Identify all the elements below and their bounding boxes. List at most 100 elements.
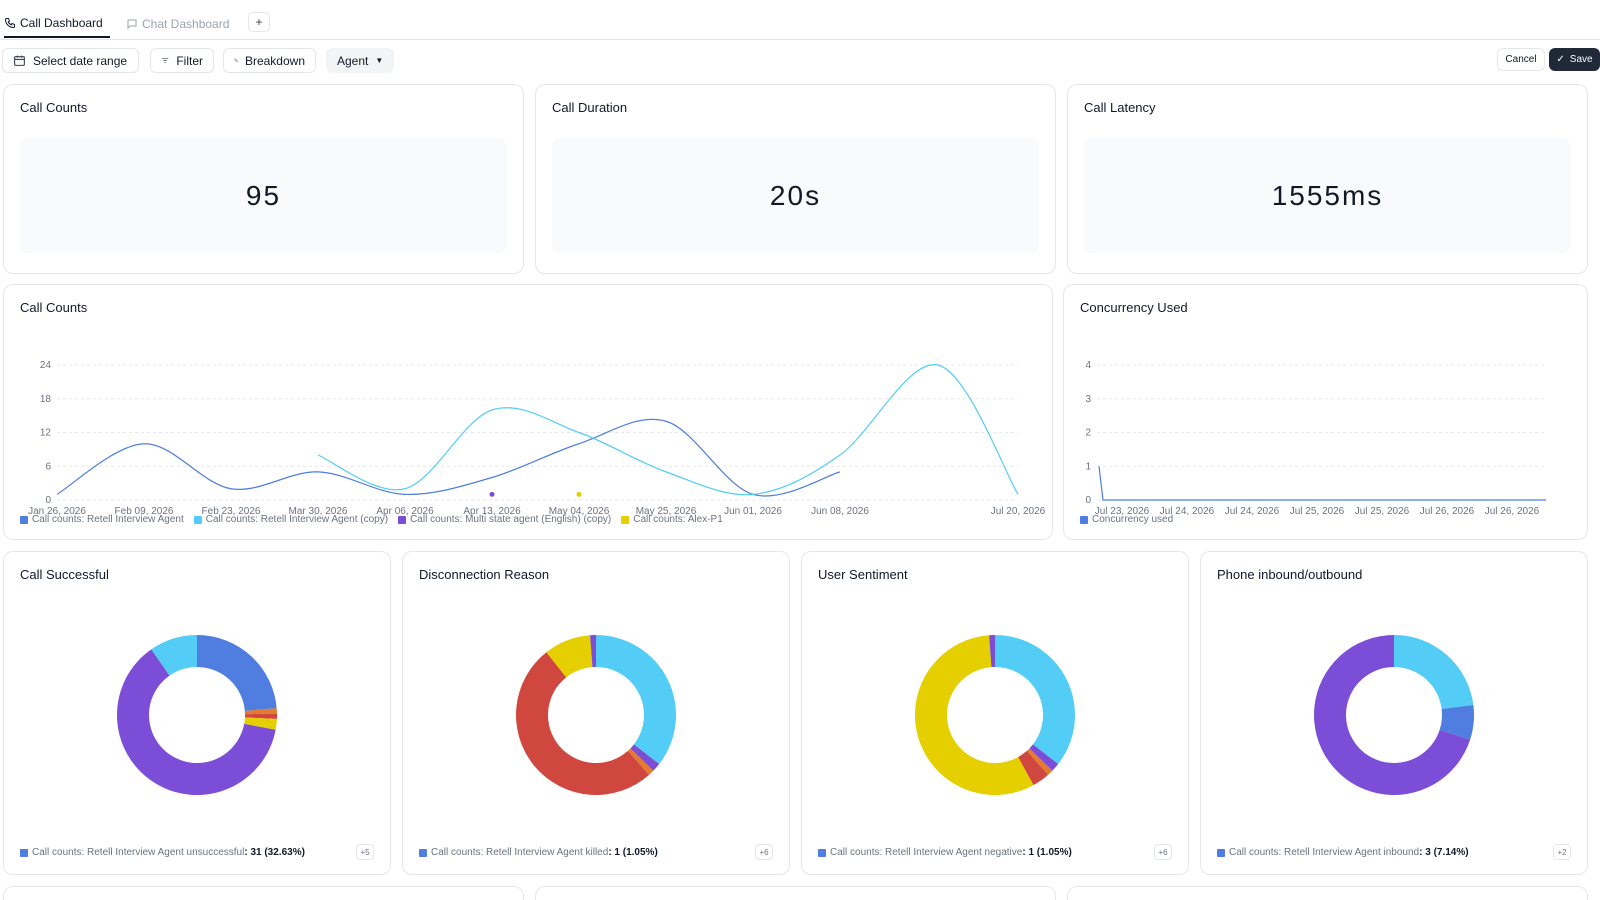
x-tick-label: Jul 25, 2026 (1355, 506, 1410, 517)
add-tab-button[interactable]: + (248, 12, 270, 32)
save-label: Save (1569, 54, 1593, 65)
call-successful-donut-chart (117, 635, 277, 795)
more-legend-button[interactable]: +6 (1154, 844, 1172, 860)
donut-legend: Call counts: Retell Interview Agent inbo… (1217, 844, 1571, 860)
metric-value: 1555ms (1084, 138, 1571, 253)
donut-card-user-sentiment: User Sentiment Call counts: Retell Inter… (801, 551, 1189, 875)
metric-value: 20s (552, 138, 1039, 253)
metric-card-call-duration: Call Duration 20s (535, 84, 1056, 274)
donut-slice (244, 713, 277, 720)
disconnection-reason-donut-chart (516, 635, 676, 795)
legend-label: Call counts: Multi state agent (English)… (410, 514, 612, 525)
x-tick-label: Mar 30, 2026 (289, 506, 348, 517)
x-tick-label: Jul 26, 2026 (1420, 506, 1475, 517)
next-row-card (3, 886, 524, 900)
chart-legend: Call counts: Retell Interview Agent Call… (20, 514, 723, 525)
card-title: Concurrency Used (1080, 300, 1188, 315)
legend-value: : 3 (7.14%) (1419, 847, 1469, 858)
series-line (1098, 466, 1546, 501)
phone-direction-donut-chart (1314, 635, 1474, 795)
tab-call-dashboard[interactable]: Call Dashboard (4, 12, 110, 38)
chat-icon (127, 19, 137, 30)
next-row-card (1067, 886, 1588, 900)
x-tick-label: Jul 25, 2026 (1290, 506, 1345, 517)
metric-card-call-counts: Call Counts 95 (3, 84, 524, 274)
donut-slice (546, 635, 593, 678)
y-tick-label: 3 (1085, 394, 1091, 405)
legend-swatch (398, 515, 407, 524)
x-tick-label: May 25, 2026 (636, 506, 697, 517)
donut-legend: Call counts: Retell Interview Agent kill… (419, 844, 773, 860)
x-tick-label: Jun 01, 2026 (724, 506, 782, 517)
user-sentiment-donut-chart (915, 635, 1075, 795)
donut-slice (627, 748, 654, 775)
phone-icon (4, 18, 15, 29)
donut-card-disconnection-reason: Disconnection Reason Call counts: Retell… (402, 551, 790, 875)
legend-item[interactable]: Call counts: Retell Interview Agent (cop… (193, 514, 389, 525)
card-title: Call Counts (20, 100, 88, 115)
y-tick-label: 0 (45, 495, 51, 506)
calendar-icon (14, 55, 25, 66)
legend-item[interactable]: Concurrency used (1080, 514, 1173, 525)
donut-slice (1029, 744, 1059, 771)
donut-slice (1018, 750, 1049, 786)
y-tick-label: 1 (1085, 461, 1091, 472)
donut-card-call-successful: Call Successful Call counts: Retell Inte… (3, 551, 391, 875)
legend-swatch (621, 515, 630, 524)
donut-slice (989, 635, 995, 668)
legend-label: Call counts: Retell Interview Agent nega… (830, 847, 1023, 858)
metric-card-call-latency: Call Latency 1555ms (1067, 84, 1588, 274)
breakdown-button[interactable]: Breakdown (223, 48, 316, 73)
y-tick-label: 18 (40, 394, 52, 405)
x-tick-label: Jul 26, 2026 (1485, 506, 1540, 517)
legend-label: Call counts: Alex-P1 (633, 514, 723, 525)
x-tick-label: Feb 09, 2026 (115, 506, 174, 517)
y-tick-label: 24 (40, 360, 52, 371)
legend-item[interactable]: Call counts: Multi state agent (English)… (398, 514, 611, 525)
agent-dropdown[interactable]: Agent ▼ (326, 48, 394, 73)
donut-slice (197, 635, 277, 711)
legend-swatch (20, 848, 28, 857)
tab-chat-dashboard[interactable]: Chat Dashboard (126, 12, 236, 38)
x-tick-label: Jul 23, 2026 (1095, 506, 1150, 517)
filter-icon (162, 58, 169, 63)
legend-label: Call counts: Retell Interview Agent (cop… (205, 514, 389, 525)
legend-item[interactable]: Call counts: Retell Interview Agent (20, 514, 184, 525)
legend-label: Call counts: Retell Interview Agent inbo… (1229, 847, 1420, 858)
donut-slice (244, 717, 277, 730)
donut-slice (244, 708, 277, 715)
filter-button[interactable]: Filter (150, 48, 214, 73)
donut-slice (516, 652, 650, 795)
more-legend-button[interactable]: +5 (356, 844, 374, 860)
check-icon: ✓ (1556, 54, 1565, 65)
agent-label: Agent (337, 53, 369, 68)
date-range-button[interactable]: Select date range (2, 48, 139, 73)
card-title: Call Duration (552, 100, 628, 115)
donut-legend: Call counts: Retell Interview Agent nega… (818, 844, 1172, 860)
legend-swatch (818, 848, 826, 857)
donut-slice (1394, 635, 1474, 709)
legend-label: Call counts: Retell Interview Agent unsu… (32, 847, 245, 858)
data-point (576, 491, 582, 497)
breakdown-icon (234, 58, 238, 63)
legend-item[interactable]: Call counts: Alex-P1 (621, 514, 723, 525)
x-tick-label: Feb 23, 2026 (202, 506, 261, 517)
donut-slice (1026, 748, 1053, 775)
save-button[interactable]: ✓ Save (1549, 48, 1600, 71)
more-legend-button[interactable]: +2 (1553, 844, 1571, 860)
tab-label: Call Dashboard (20, 16, 103, 30)
series-line (317, 364, 1019, 496)
legend-label: Call counts: Retell Interview Agent kill… (431, 847, 609, 858)
series-line (56, 418, 841, 497)
card-title: Call Latency (1084, 100, 1156, 115)
card-title: Phone inbound/outbound (1217, 567, 1363, 582)
x-tick-label: Apr 06, 2026 (376, 506, 434, 517)
data-point (489, 491, 495, 497)
more-legend-button[interactable]: +6 (755, 844, 773, 860)
cancel-button[interactable]: Cancel (1497, 48, 1545, 71)
y-tick-label: 6 (45, 461, 51, 472)
donut-card-phone-direction: Phone inbound/outbound Call counts: Rete… (1200, 551, 1588, 875)
card-title: Call Successful (20, 567, 109, 582)
donut-slice (995, 635, 1075, 765)
donut-slice (1439, 704, 1474, 740)
